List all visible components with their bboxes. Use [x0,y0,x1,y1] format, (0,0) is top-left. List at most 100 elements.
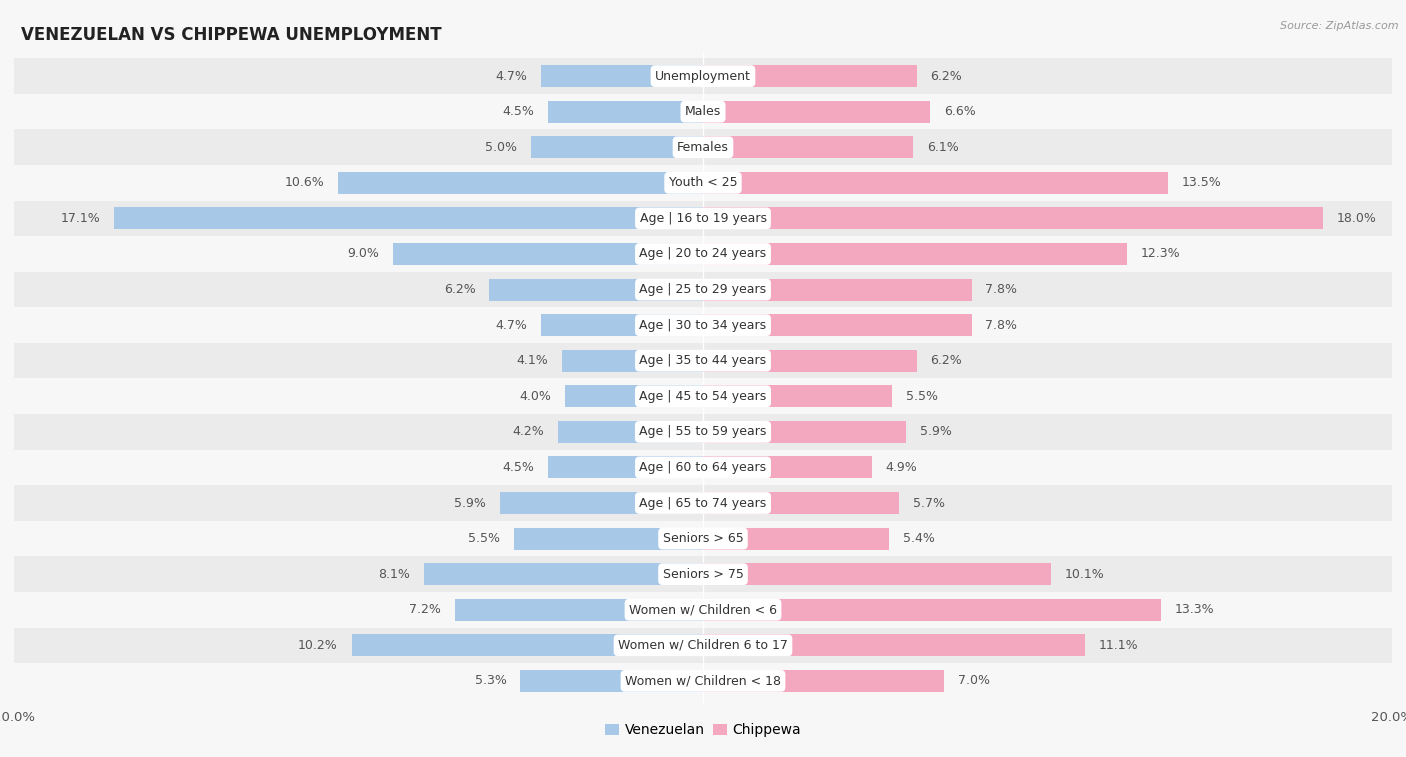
Text: Age | 25 to 29 years: Age | 25 to 29 years [640,283,766,296]
Text: Age | 60 to 64 years: Age | 60 to 64 years [640,461,766,474]
Bar [703,101,931,123]
Bar [703,314,972,336]
Bar [14,521,1392,556]
Text: 18.0%: 18.0% [1337,212,1376,225]
Text: Seniors > 75: Seniors > 75 [662,568,744,581]
Bar [703,172,1168,194]
Bar [425,563,703,585]
Text: 4.5%: 4.5% [502,105,534,118]
Text: Females: Females [678,141,728,154]
Text: 6.1%: 6.1% [927,141,959,154]
Bar [14,272,1392,307]
Text: 12.3%: 12.3% [1140,248,1180,260]
Text: 4.7%: 4.7% [495,70,527,83]
Text: 17.1%: 17.1% [60,212,100,225]
Bar [703,279,972,301]
Text: 5.5%: 5.5% [907,390,938,403]
Bar [703,563,1050,585]
Bar [14,94,1392,129]
Text: 6.2%: 6.2% [931,354,962,367]
Text: 5.3%: 5.3% [475,674,506,687]
Bar [14,58,1392,94]
Text: Women w/ Children 6 to 17: Women w/ Children 6 to 17 [619,639,787,652]
Text: Women w/ Children < 18: Women w/ Children < 18 [626,674,780,687]
Bar [703,385,893,407]
Text: Age | 45 to 54 years: Age | 45 to 54 years [640,390,766,403]
Text: Age | 20 to 24 years: Age | 20 to 24 years [640,248,766,260]
Bar [703,599,1161,621]
Bar [14,556,1392,592]
Text: Source: ZipAtlas.com: Source: ZipAtlas.com [1281,21,1399,31]
Bar [114,207,703,229]
Bar [352,634,703,656]
Bar [548,101,703,123]
Bar [14,129,1392,165]
Text: VENEZUELAN VS CHIPPEWA UNEMPLOYMENT: VENEZUELAN VS CHIPPEWA UNEMPLOYMENT [21,26,441,45]
Bar [14,236,1392,272]
Bar [541,65,703,87]
Text: Age | 16 to 19 years: Age | 16 to 19 years [640,212,766,225]
Text: 4.7%: 4.7% [495,319,527,332]
Bar [703,243,1126,265]
Bar [513,528,703,550]
Bar [14,414,1392,450]
Text: 5.4%: 5.4% [903,532,935,545]
Bar [14,450,1392,485]
Legend: Venezuelan, Chippewa: Venezuelan, Chippewa [599,718,807,743]
Text: 4.9%: 4.9% [886,461,917,474]
Text: 4.5%: 4.5% [502,461,534,474]
Text: 10.1%: 10.1% [1064,568,1105,581]
Bar [499,492,703,514]
Text: 10.6%: 10.6% [284,176,323,189]
Bar [703,492,900,514]
Text: 7.8%: 7.8% [986,319,1018,332]
Bar [14,343,1392,378]
Text: 5.9%: 5.9% [920,425,952,438]
Bar [703,350,917,372]
Text: Seniors > 65: Seniors > 65 [662,532,744,545]
Text: 6.2%: 6.2% [444,283,475,296]
Bar [558,421,703,443]
Bar [456,599,703,621]
Bar [14,663,1392,699]
Bar [14,628,1392,663]
Bar [14,165,1392,201]
Text: Age | 35 to 44 years: Age | 35 to 44 years [640,354,766,367]
Bar [14,592,1392,628]
Bar [565,385,703,407]
Text: Age | 30 to 34 years: Age | 30 to 34 years [640,319,766,332]
Bar [14,201,1392,236]
Text: 5.9%: 5.9% [454,497,486,509]
Text: Unemployment: Unemployment [655,70,751,83]
Bar [703,207,1323,229]
Text: 6.6%: 6.6% [945,105,976,118]
Text: 7.0%: 7.0% [957,674,990,687]
Bar [703,65,917,87]
Text: Males: Males [685,105,721,118]
Text: 7.8%: 7.8% [986,283,1018,296]
Bar [489,279,703,301]
Bar [548,456,703,478]
Bar [703,136,912,158]
Bar [14,485,1392,521]
Bar [703,456,872,478]
Text: 5.5%: 5.5% [468,532,499,545]
Text: 8.1%: 8.1% [378,568,411,581]
Text: 10.2%: 10.2% [298,639,337,652]
Bar [562,350,703,372]
Bar [703,421,907,443]
Text: 4.2%: 4.2% [513,425,544,438]
Text: Age | 55 to 59 years: Age | 55 to 59 years [640,425,766,438]
Bar [14,378,1392,414]
Text: 13.3%: 13.3% [1175,603,1215,616]
Text: 5.0%: 5.0% [485,141,517,154]
Bar [703,528,889,550]
Bar [520,670,703,692]
Bar [703,670,945,692]
Text: Age | 65 to 74 years: Age | 65 to 74 years [640,497,766,509]
Text: 4.1%: 4.1% [516,354,548,367]
Text: 13.5%: 13.5% [1182,176,1222,189]
Text: Women w/ Children < 6: Women w/ Children < 6 [628,603,778,616]
Text: 5.7%: 5.7% [912,497,945,509]
Text: 9.0%: 9.0% [347,248,380,260]
